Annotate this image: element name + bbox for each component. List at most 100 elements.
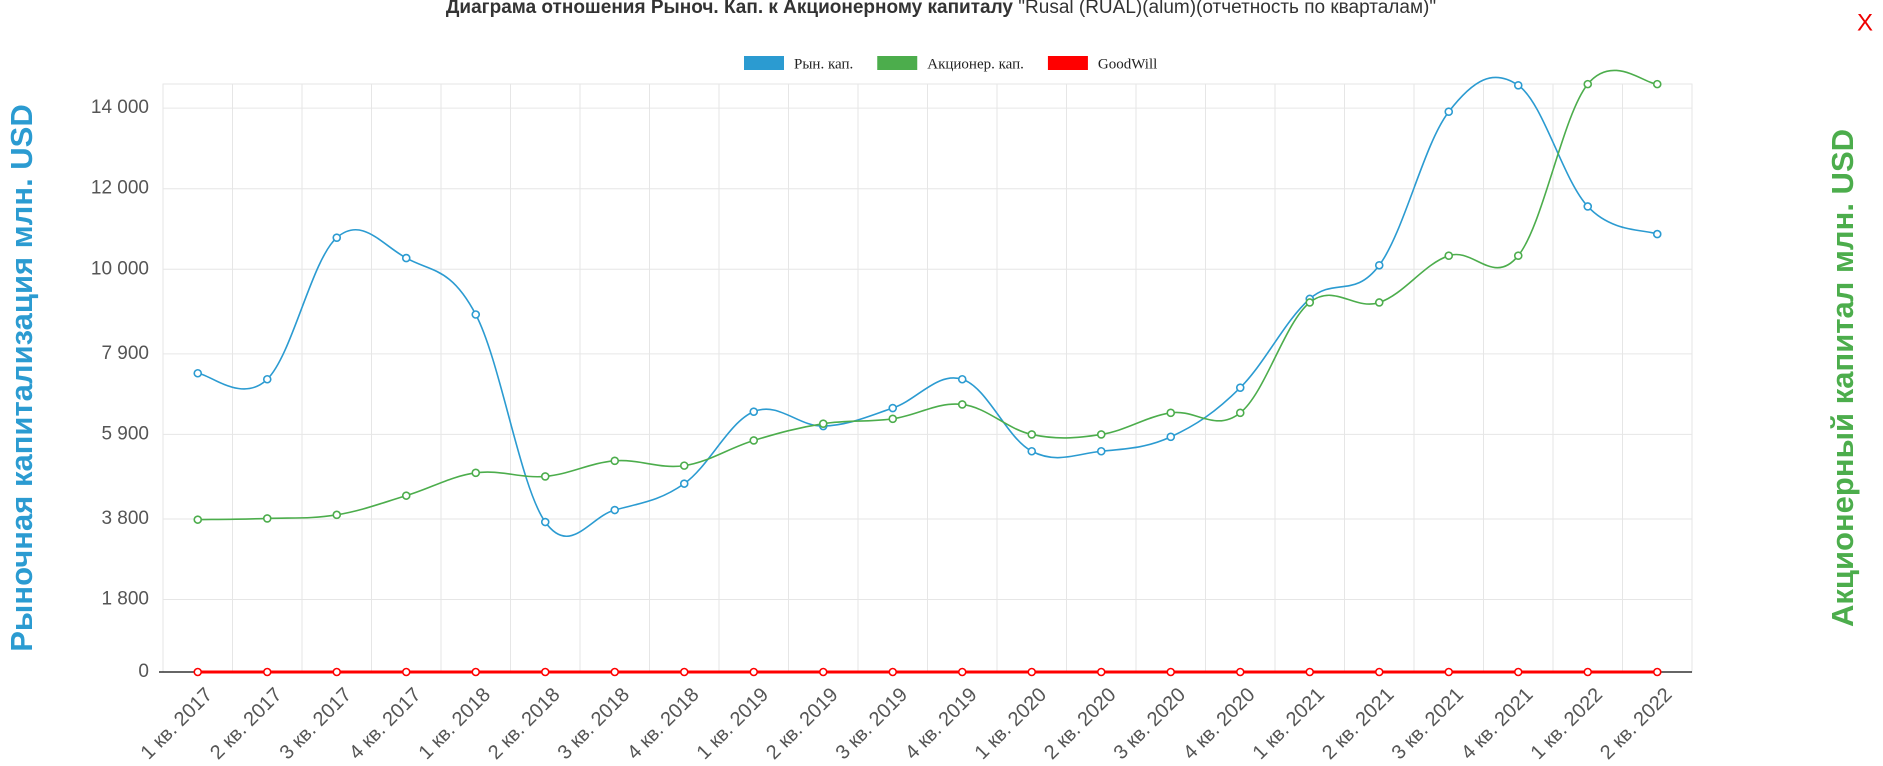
point (610, 667, 620, 677)
series-line (197, 76, 1658, 537)
point (1374, 298, 1384, 307)
point (1235, 408, 1245, 418)
point (1652, 79, 1662, 89)
point (888, 403, 898, 413)
point (1027, 430, 1037, 439)
point (1166, 408, 1176, 418)
x-tick-label: 1 кв. 2021 (1249, 684, 1329, 764)
point (1096, 446, 1106, 456)
x-tick-label: 3 кв. 2018 (554, 684, 634, 764)
point (540, 517, 550, 527)
title-main: Диаграма отношения Рыноч. Кап. к Акционе… (446, 0, 1014, 18)
title-suffix: "Rusal (RUAL)(alum)(отчетность по кварта… (1018, 0, 1436, 18)
point (471, 468, 481, 478)
point (1583, 202, 1593, 211)
point (679, 479, 689, 488)
point (610, 456, 620, 466)
y-tick-label: 12 000 (91, 178, 149, 199)
point (1513, 81, 1523, 90)
x-tick-label: 4 кв. 2019 (901, 684, 981, 764)
point (262, 374, 272, 384)
point (1096, 430, 1106, 439)
y2-axis-title: Акционерный капитал млн. USD (1825, 129, 1860, 627)
chart-title: Диаграма отношения Рыноч. Кап. к Акционе… (446, 0, 1436, 18)
x-tick-label: 4 кв. 2018 (623, 684, 703, 764)
x-tick-label: 2 кв. 2021 (1318, 684, 1398, 764)
point (401, 253, 411, 263)
x-tick-label: 1 кв. 2019 (693, 684, 773, 764)
point (1305, 667, 1315, 677)
point (471, 667, 481, 677)
point (193, 368, 203, 378)
point (818, 419, 828, 428)
point (1027, 667, 1037, 677)
x-tick-label: 4 кв. 2020 (1179, 684, 1259, 764)
legend-swatch (877, 56, 918, 70)
x-tick-label: 1 кв. 2017 (137, 684, 217, 764)
point (1374, 260, 1384, 270)
legend-label: GoodWill (1098, 56, 1157, 72)
point (1652, 667, 1662, 677)
x-tick-label: 2 кв. 2018 (484, 684, 564, 764)
x-tick-label: 2 кв. 2019 (762, 684, 842, 764)
point (1652, 229, 1662, 239)
point (1027, 446, 1037, 456)
x-tick-label: 2 кв. 2022 (1596, 684, 1676, 764)
legend-label: Рын. кап. (794, 56, 853, 72)
point (332, 667, 342, 677)
x-tick-label: 2 кв. 2017 (206, 684, 286, 764)
y-tick-label: 10 000 (91, 258, 149, 279)
point (401, 491, 411, 500)
x-tick-label: 1 кв. 2022 (1527, 684, 1607, 764)
point (1583, 79, 1593, 89)
point (1166, 667, 1176, 677)
point (1305, 298, 1315, 307)
point (471, 310, 481, 319)
point (749, 407, 759, 416)
close-button[interactable]: X (1857, 9, 1873, 36)
point (332, 510, 342, 520)
y-tick-label: 5 900 (101, 423, 149, 444)
point (1444, 107, 1454, 117)
y-tick-label: 14 000 (91, 97, 149, 118)
point (957, 667, 967, 677)
y-tick-label: 0 (138, 661, 149, 682)
point (1235, 383, 1245, 392)
point (193, 515, 203, 524)
x-tick-label: 1 кв. 2020 (971, 684, 1051, 764)
x-tick-label: 4 кв. 2017 (345, 684, 425, 764)
point (262, 514, 272, 523)
point (679, 667, 689, 677)
point (540, 472, 550, 481)
point (818, 667, 828, 677)
point (1235, 667, 1245, 677)
point (540, 667, 550, 677)
point (1166, 432, 1176, 442)
legend-swatch (744, 56, 784, 70)
x-tick-label: 3 кв. 2020 (1110, 684, 1190, 764)
legend-swatch (1047, 56, 1088, 70)
point (957, 400, 967, 409)
point (1513, 667, 1523, 677)
point (1444, 667, 1454, 677)
x-tick-label: 2 кв. 2020 (1040, 684, 1120, 764)
x-tick-label: 3 кв. 2017 (276, 684, 356, 764)
point (888, 414, 898, 424)
point (193, 667, 203, 677)
point (1444, 251, 1454, 260)
y-tick-label: 3 800 (101, 508, 149, 529)
point (1513, 251, 1523, 260)
point (1374, 667, 1384, 677)
y-axis-title: Рыночная капитализация млн. USD (4, 104, 39, 652)
point (1583, 667, 1593, 677)
point (749, 667, 759, 677)
point (610, 505, 620, 515)
point (888, 667, 898, 677)
legend-label: Акционер. кап. (927, 56, 1024, 72)
y-tick-label: 1 800 (101, 589, 149, 610)
point (262, 667, 272, 677)
point (679, 461, 689, 470)
point (957, 374, 967, 384)
point (401, 667, 411, 677)
